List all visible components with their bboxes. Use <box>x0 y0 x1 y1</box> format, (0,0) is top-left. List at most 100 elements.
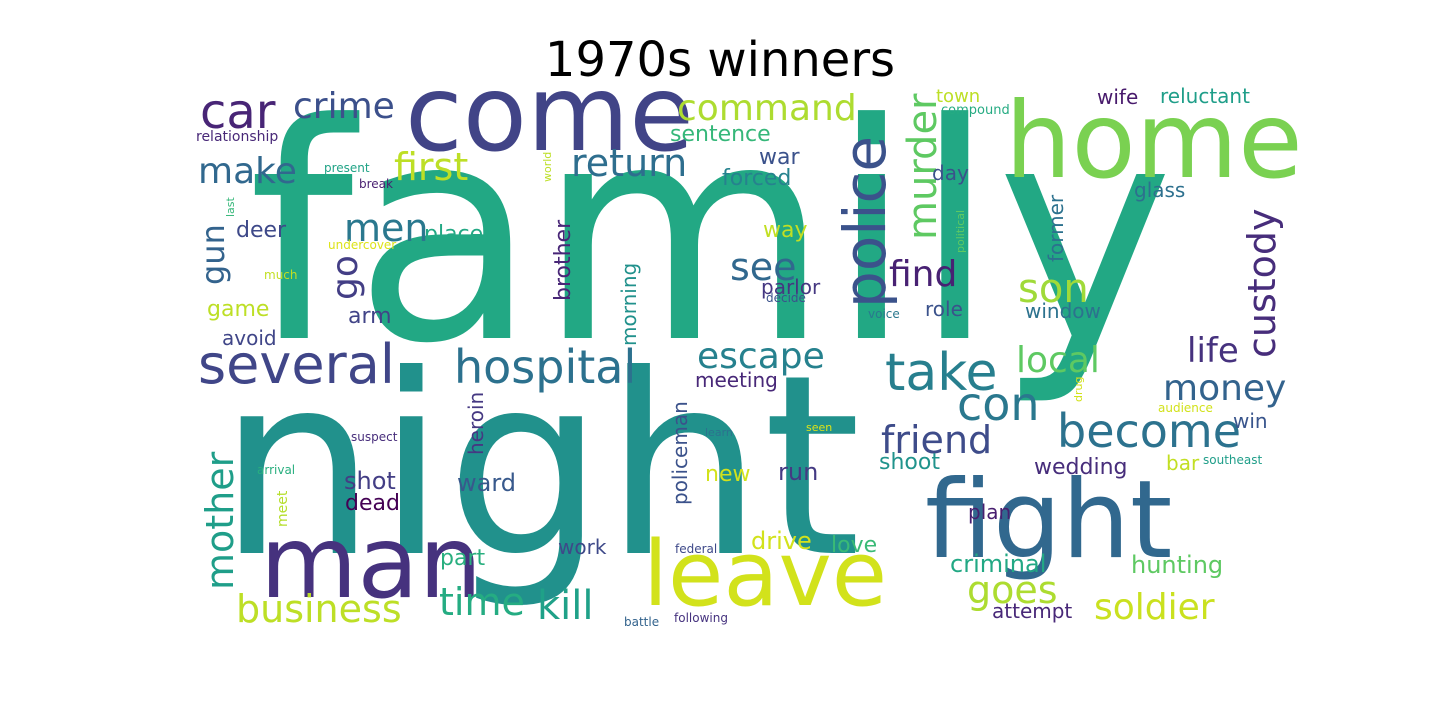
word-see: see <box>730 245 797 289</box>
word-mother: mother <box>198 451 242 590</box>
word-hospital: hospital <box>454 340 636 394</box>
word-southeast: southeast <box>1203 453 1262 467</box>
word-come: come <box>405 53 694 175</box>
word-business: business <box>236 587 402 631</box>
word-men: men <box>344 206 428 250</box>
word-police: police <box>831 136 899 308</box>
word-window: window <box>1025 299 1101 323</box>
word-son: son <box>1018 266 1089 312</box>
word-command: command <box>677 88 857 129</box>
word-drug: drug <box>1072 377 1085 402</box>
word-place: place <box>424 222 483 247</box>
word-night: night <box>218 321 861 612</box>
word-return: return <box>571 141 687 185</box>
word-become: become <box>1057 404 1241 458</box>
word-war: war <box>759 145 800 170</box>
word-forced: forced <box>722 166 791 191</box>
word-home: home <box>1005 80 1303 202</box>
word-goes: goes <box>967 568 1058 612</box>
word-soldier: soldier <box>1094 587 1215 628</box>
word-escape: escape <box>697 336 825 377</box>
word-suspect: suspect <box>351 430 398 444</box>
word-take: take <box>885 343 998 403</box>
word-world: world <box>541 152 554 182</box>
word-voice: voice <box>868 307 900 321</box>
word-arm: arm <box>348 304 392 329</box>
word-drive: drive <box>751 527 812 555</box>
word-battle: battle <box>624 615 659 629</box>
word-friend: friend <box>881 418 992 462</box>
word-undercover: undercover <box>328 238 396 252</box>
word-wife: wife <box>1097 85 1138 109</box>
word-avoid: avoid <box>222 326 277 350</box>
word-new: new <box>705 462 750 487</box>
word-make: make <box>198 151 297 192</box>
word-deer: deer <box>236 218 287 243</box>
word-role: role <box>925 297 963 321</box>
word-heroin: heroin <box>464 392 488 455</box>
word-federal: federal <box>675 542 717 556</box>
word-run: run <box>778 458 818 486</box>
word-hunting: hunting <box>1131 551 1223 579</box>
word-leave: leave <box>643 522 887 627</box>
word-audience: audience <box>1158 401 1213 415</box>
word-love: love <box>831 533 877 558</box>
word-learn: learn <box>705 426 733 439</box>
word-following: following <box>674 611 728 625</box>
word-work: work <box>558 535 607 559</box>
word-sentence: sentence <box>670 122 771 147</box>
word-money: money <box>1163 368 1286 409</box>
word-shoot: shoot <box>879 450 940 475</box>
word-much: much <box>264 268 298 282</box>
word-man: man <box>260 504 482 621</box>
word-break: break <box>359 177 393 191</box>
word-day: day <box>932 161 969 185</box>
word-ward: ward <box>457 469 516 497</box>
word-bar: bar <box>1166 451 1200 475</box>
word-custody: custody <box>1240 208 1284 358</box>
word-win: win <box>1233 409 1268 433</box>
word-brother: brother <box>551 219 576 301</box>
word-plan: plan <box>968 500 1011 524</box>
word-life: life <box>1187 331 1239 371</box>
word-gun: gun <box>194 224 232 285</box>
word-present: present <box>324 161 370 175</box>
word-con: con <box>957 377 1040 431</box>
word-several: several <box>198 333 395 396</box>
word-seen: seen <box>806 421 832 434</box>
word-political: political <box>954 210 967 253</box>
word-kill: kill <box>537 583 594 629</box>
word-game: game <box>207 297 269 322</box>
word-first: first <box>394 145 468 189</box>
word-arrival: arrival <box>257 463 295 477</box>
word-family: family <box>248 60 1174 409</box>
word-former: former <box>1044 194 1068 262</box>
word-parlor: parlor <box>761 275 821 299</box>
word-last: last <box>224 196 237 217</box>
word-policeman: policeman <box>668 401 692 505</box>
word-time: time <box>439 580 525 624</box>
word-meeting: meeting <box>695 368 778 392</box>
word-fight: fight <box>925 458 1172 583</box>
word-morning: morning <box>617 263 641 346</box>
word-reluctant: reluctant <box>1160 84 1250 108</box>
word-crime: crime <box>293 86 395 127</box>
word-murder: murder <box>900 93 946 240</box>
word-glass: glass <box>1134 178 1185 202</box>
word-meet: meet <box>275 490 291 527</box>
word-decide: decide <box>766 291 806 305</box>
word-local: local <box>1016 340 1100 381</box>
word-compound: compound <box>941 103 1010 118</box>
word-shot: shot <box>344 467 396 495</box>
word-attempt: attempt <box>992 599 1072 623</box>
word-town: town <box>936 86 980 107</box>
chart-title: 1970s winners <box>544 32 896 88</box>
word-car: car <box>200 84 276 140</box>
word-dead: dead <box>345 491 400 516</box>
word-find: find <box>889 254 957 295</box>
word-criminal: criminal <box>950 550 1046 578</box>
word-wedding: wedding <box>1034 455 1127 480</box>
word-way: way <box>763 218 808 243</box>
